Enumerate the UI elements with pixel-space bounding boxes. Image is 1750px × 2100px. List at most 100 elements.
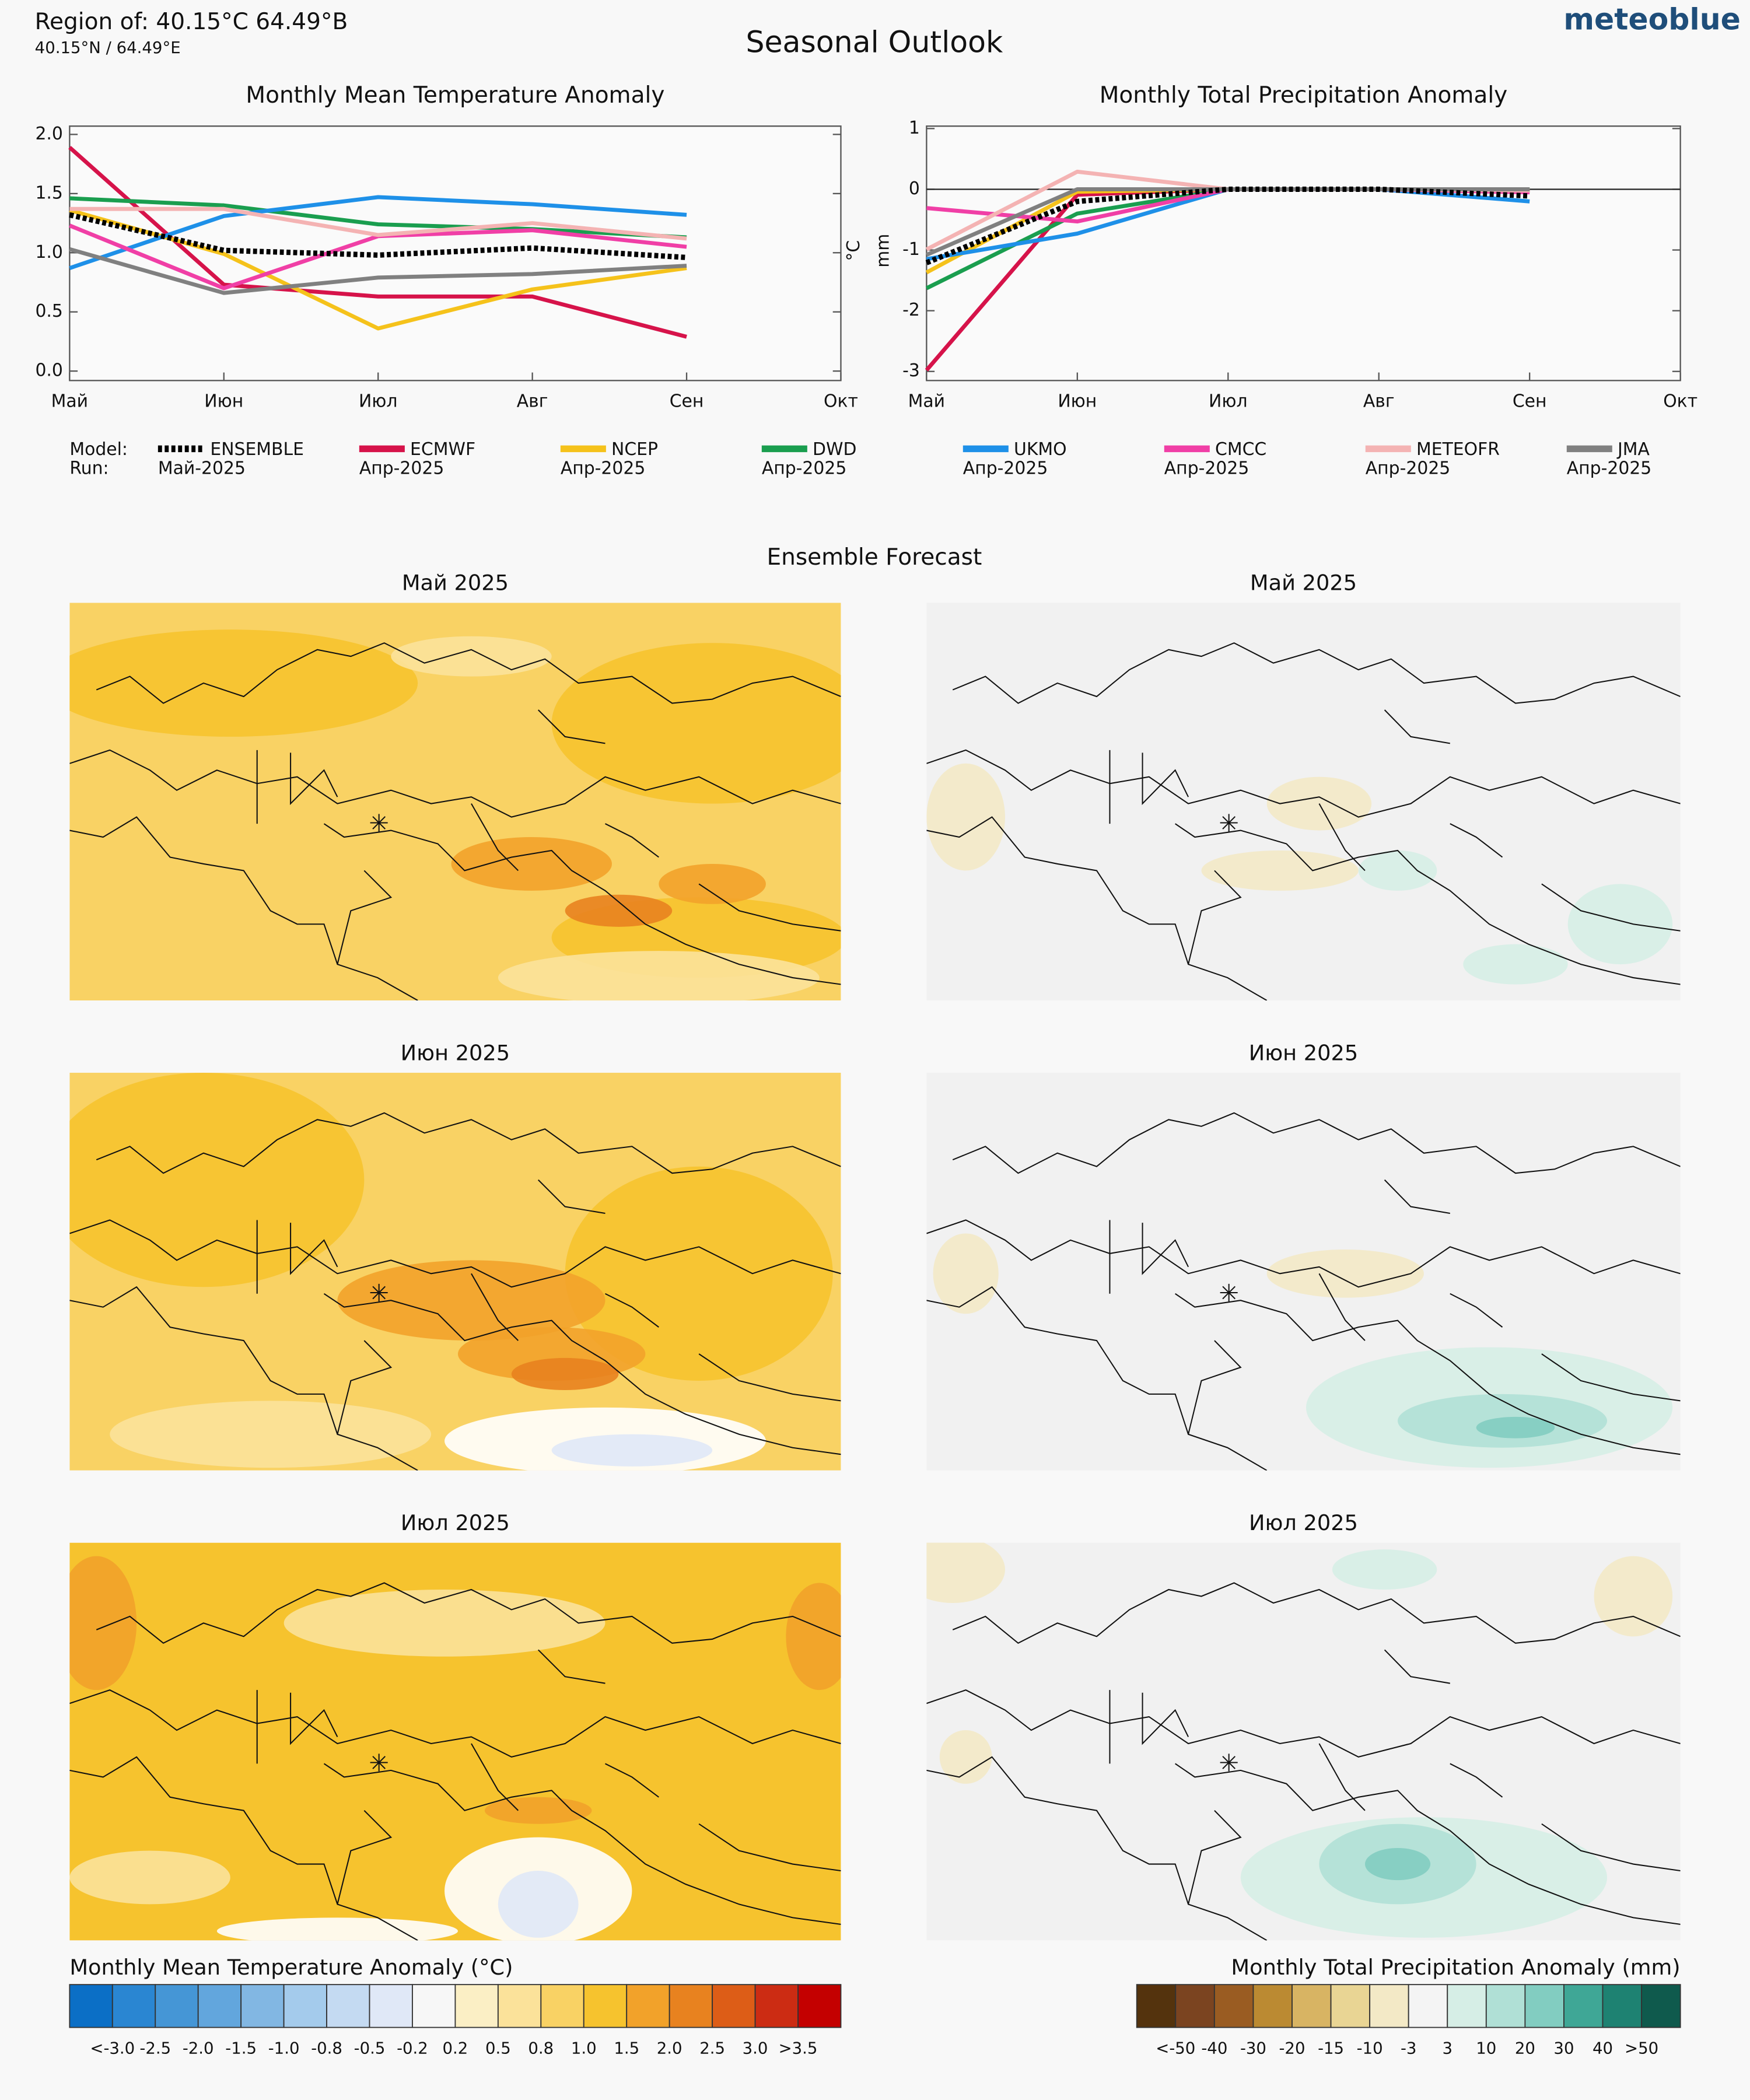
legend-model-label: Model: — [69, 439, 128, 460]
colorbar-swatch — [712, 1984, 756, 2028]
y-axis-label: °C — [844, 240, 864, 261]
map-region — [69, 1073, 365, 1287]
colorbar-swatch — [1213, 1984, 1254, 2028]
legend-name: JMA — [1616, 439, 1650, 460]
map-marker: ✳ — [1219, 1749, 1239, 1777]
maps-title: Ensemble Forecast — [766, 544, 982, 570]
map: ✳ — [926, 1073, 1681, 1471]
map-region — [110, 1401, 432, 1468]
map-region — [1364, 1848, 1431, 1881]
y-tick-label: -1 — [902, 239, 920, 260]
colorbar-swatch — [283, 1984, 327, 2028]
legend-run: Май-2025 — [158, 458, 246, 478]
colorbar-label: 0.5 — [485, 2039, 511, 2057]
map-region — [926, 1542, 1005, 1603]
map-region — [216, 1917, 458, 1941]
y-tick-label: 0.0 — [35, 360, 62, 381]
colorbar-swatch — [1602, 1984, 1642, 2028]
y-tick-label: -3 — [902, 360, 920, 381]
map-region — [69, 1850, 230, 1905]
colorbar-swatch — [1252, 1984, 1293, 2028]
colorbar-label: >50 — [1625, 2039, 1658, 2057]
x-tick-label: Июн — [1058, 391, 1097, 412]
map-region — [498, 951, 820, 1001]
colorbar-label: -40 — [1201, 2039, 1227, 2057]
map-region — [1476, 1416, 1555, 1438]
y-tick-label: 0 — [909, 178, 920, 199]
legend-run: Апр-2025 — [963, 458, 1048, 478]
colorbar-swatch — [1641, 1984, 1681, 2028]
map-borders — [69, 642, 841, 1001]
colorbar-swatch — [1408, 1984, 1448, 2028]
map-region — [484, 1797, 592, 1824]
series-line — [69, 247, 687, 295]
map: ✳ — [926, 603, 1681, 1001]
x-tick-label: Июн — [204, 391, 243, 412]
colorbar-swatch — [1447, 1984, 1487, 2028]
chart-title: Monthly Total Precipitation Anomaly — [1100, 82, 1508, 108]
map-region — [659, 863, 766, 904]
legend-run: Апр-2025 — [762, 458, 847, 478]
colorbar-swatch — [1136, 1984, 1177, 2028]
series-line — [69, 208, 687, 331]
y-tick-label: 1.0 — [35, 242, 62, 262]
colorbar-label: 10 — [1476, 2039, 1496, 2057]
legend-name: ECMWF — [410, 439, 475, 460]
map-marker: ✳ — [1219, 809, 1239, 837]
x-tick-label: Окт — [824, 391, 858, 412]
map-region — [498, 1871, 579, 1938]
legend-run: Апр-2025 — [1164, 458, 1250, 478]
colorbar-label: -20 — [1279, 2039, 1306, 2057]
map-region — [1358, 850, 1437, 891]
colorbar-swatch — [111, 1984, 156, 2028]
colorbar-label: -0.2 — [397, 2039, 428, 2057]
series-line — [69, 196, 687, 240]
map-marker: ✳ — [369, 1749, 389, 1777]
x-tick-label: Май — [908, 391, 945, 412]
colorbar-swatch — [797, 1984, 842, 2028]
legend-name: CMCC — [1215, 439, 1266, 460]
colorbar-swatch — [583, 1984, 628, 2028]
colorbar-label: -15 — [1318, 2039, 1344, 2057]
map-marker: ✳ — [369, 1279, 389, 1307]
series-line — [69, 212, 687, 260]
map-region — [565, 894, 673, 927]
colorbar-label: 3 — [1442, 2039, 1452, 2057]
map-region — [786, 1583, 841, 1690]
map-region — [939, 1730, 992, 1784]
map-region — [551, 1434, 713, 1466]
colorbar-label: 1.0 — [571, 2039, 597, 2057]
colorbar-label: -30 — [1240, 2039, 1266, 2057]
legend-run: Апр-2025 — [1567, 458, 1652, 478]
region: Region of: 40.15°C 64.49°B — [35, 9, 348, 35]
colorbar-swatch — [369, 1984, 413, 2028]
colorbar-label: -2.5 — [139, 2039, 171, 2057]
colorbar-swatch — [69, 1984, 113, 2028]
legend-name: METEOFR — [1416, 439, 1500, 460]
colorbar-label: <-3.0 — [90, 2039, 135, 2057]
legend-run: Апр-2025 — [1366, 458, 1451, 478]
colorbar-swatch — [1369, 1984, 1409, 2028]
colorbar-label: -2.0 — [183, 2039, 214, 2057]
colorbar-label: -0.5 — [354, 2039, 386, 2057]
series-line — [925, 186, 1530, 265]
series-line — [69, 206, 687, 241]
legend-name: DWD — [813, 439, 856, 460]
map-region — [511, 1357, 619, 1391]
x-tick-label: Июл — [1209, 391, 1248, 412]
colorbar-title: Monthly Mean Temperature Anomaly (°C) — [69, 1955, 513, 1980]
legend-name: UKMO — [1014, 439, 1067, 460]
colorbar-swatch — [454, 1984, 499, 2028]
map-region — [1463, 944, 1568, 985]
chart-title: Monthly Mean Temperature Anomaly — [246, 82, 664, 108]
colorbar-label: 40 — [1592, 2039, 1613, 2057]
series-line — [925, 187, 1530, 257]
y-tick-label: 2.0 — [35, 124, 62, 144]
map-borders — [926, 1582, 1681, 1941]
map-region — [1201, 850, 1359, 891]
map-title: Май 2025 — [1250, 570, 1357, 596]
colorbar-swatch — [754, 1984, 799, 2028]
colorbar-label: 0.8 — [528, 2039, 554, 2057]
x-tick-label: Сен — [1513, 391, 1547, 412]
